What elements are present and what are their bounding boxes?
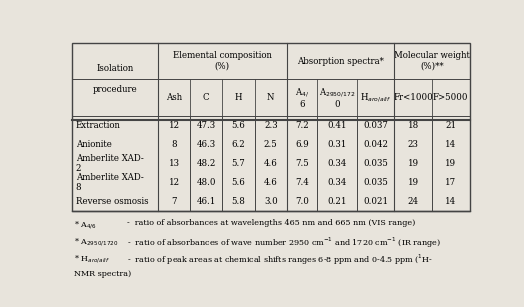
Text: 3.0: 3.0 xyxy=(264,196,278,206)
Text: 13: 13 xyxy=(168,159,179,168)
Text: -  ratio of absorbances at wavelengths 465 nm and 665 nm (VIS range): - ratio of absorbances at wavelengths 46… xyxy=(123,219,416,227)
Text: Fr<1000: Fr<1000 xyxy=(394,93,433,102)
Text: -  ratio of peak areas at chemical shifts ranges 6-8 ppm and 0-4.5 ppm ($^{1}$H-: - ratio of peak areas at chemical shifts… xyxy=(123,253,433,267)
Text: 7.0: 7.0 xyxy=(295,196,309,206)
Text: 8: 8 xyxy=(171,140,177,149)
Text: 4.6: 4.6 xyxy=(264,178,278,187)
Text: 5.6: 5.6 xyxy=(232,178,245,187)
Text: * A$_{2950/1720}$: * A$_{2950/1720}$ xyxy=(73,236,118,248)
Text: 21: 21 xyxy=(445,121,456,130)
Text: Isolation

procedure: Isolation procedure xyxy=(92,64,137,94)
Text: * H$_{aro/alif}$: * H$_{aro/alif}$ xyxy=(73,253,110,265)
Text: 23: 23 xyxy=(408,140,419,149)
Text: C: C xyxy=(203,93,210,102)
Text: 2.5: 2.5 xyxy=(264,140,278,149)
Text: 0.34: 0.34 xyxy=(328,159,346,168)
Text: -  ratio of absorbances of wave number 2950 cm$^{-1}$ and 1720 cm$^{-1}$ (IR ran: - ratio of absorbances of wave number 29… xyxy=(123,236,441,250)
Text: 0.042: 0.042 xyxy=(363,140,388,149)
Text: 14: 14 xyxy=(445,140,456,149)
Text: 0.021: 0.021 xyxy=(363,196,388,206)
Text: 7.4: 7.4 xyxy=(295,178,309,187)
Text: Elemental composition
(%): Elemental composition (%) xyxy=(173,51,272,71)
Text: 48.2: 48.2 xyxy=(196,159,216,168)
Text: 12: 12 xyxy=(168,178,180,187)
Text: 46.3: 46.3 xyxy=(196,140,216,149)
Text: N: N xyxy=(267,93,275,102)
Text: Ash: Ash xyxy=(166,93,182,102)
Text: 6.2: 6.2 xyxy=(232,140,245,149)
Text: 0.31: 0.31 xyxy=(327,140,346,149)
Text: 5.6: 5.6 xyxy=(232,121,245,130)
Text: 14: 14 xyxy=(445,196,456,206)
Text: 4.6: 4.6 xyxy=(264,159,278,168)
Text: F>5000: F>5000 xyxy=(433,93,468,102)
Text: 5.8: 5.8 xyxy=(232,196,245,206)
Text: 2.3: 2.3 xyxy=(264,121,278,130)
Text: * A$_{4/6}$: * A$_{4/6}$ xyxy=(73,219,96,231)
Text: 18: 18 xyxy=(408,121,419,130)
Text: Molecular weight
(%)**: Molecular weight (%)** xyxy=(394,51,470,71)
Text: 7.2: 7.2 xyxy=(295,121,309,130)
Text: H: H xyxy=(235,93,242,102)
Text: Reverse osmosis: Reverse osmosis xyxy=(75,196,148,206)
Text: 17: 17 xyxy=(445,178,456,187)
Text: 46.1: 46.1 xyxy=(196,196,216,206)
Text: 0.34: 0.34 xyxy=(328,178,346,187)
Text: 7.5: 7.5 xyxy=(295,159,309,168)
Text: 0.41: 0.41 xyxy=(327,121,347,130)
Text: 47.3: 47.3 xyxy=(196,121,216,130)
Text: 48.0: 48.0 xyxy=(196,178,216,187)
Text: 0.035: 0.035 xyxy=(363,159,388,168)
Text: A$_{2950/172}$
0: A$_{2950/172}$ 0 xyxy=(319,86,355,109)
Text: Amberlite XAD-
2: Amberlite XAD- 2 xyxy=(75,154,144,173)
Text: 19: 19 xyxy=(408,159,419,168)
Text: 0.037: 0.037 xyxy=(363,121,388,130)
Text: 19: 19 xyxy=(408,178,419,187)
Text: 19: 19 xyxy=(445,159,456,168)
Text: Amberlite XAD-
8: Amberlite XAD- 8 xyxy=(75,173,144,192)
Text: NMR spectra): NMR spectra) xyxy=(73,270,131,278)
Text: Absorption spectra*: Absorption spectra* xyxy=(297,56,384,66)
Text: H$_{aro/alif}$: H$_{aro/alif}$ xyxy=(360,91,391,104)
Text: 5.7: 5.7 xyxy=(232,159,245,168)
Text: 12: 12 xyxy=(168,121,180,130)
Text: Anionite: Anionite xyxy=(75,140,112,149)
Text: 0.035: 0.035 xyxy=(363,178,388,187)
Text: A$_{4/}$
6: A$_{4/}$ 6 xyxy=(295,86,309,109)
Text: 0.21: 0.21 xyxy=(327,196,347,206)
Text: Extraction: Extraction xyxy=(75,121,121,130)
Text: 6.9: 6.9 xyxy=(295,140,309,149)
Text: 24: 24 xyxy=(408,196,419,206)
Text: 7: 7 xyxy=(171,196,177,206)
